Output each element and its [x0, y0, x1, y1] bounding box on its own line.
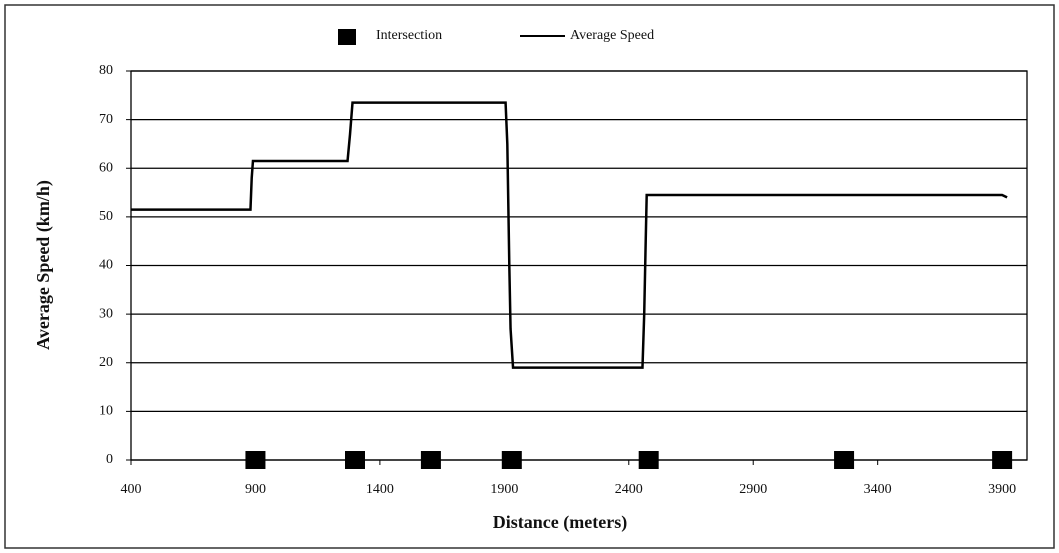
x-axis-title: Distance (meters): [493, 512, 627, 533]
x-tick-label: 400: [121, 482, 142, 497]
x-tick-label: 3400: [864, 482, 892, 497]
legend-swatch: [338, 29, 356, 45]
intersection-marker: [834, 451, 855, 469]
y-tick-label: 20: [99, 355, 113, 370]
y-tick-label: 30: [99, 306, 113, 321]
y-tick-label: 40: [99, 258, 113, 273]
x-tick-label: 3900: [988, 482, 1016, 497]
y-tick-label: 10: [99, 404, 113, 419]
plot-frame: [130, 70, 1028, 461]
intersection-marker: [501, 451, 522, 469]
x-tick-label: 2900: [739, 482, 767, 497]
y-tick-label: 50: [99, 209, 113, 224]
y-axis-title: Average Speed (km/h): [33, 180, 54, 350]
y-tick-label: 70: [99, 112, 113, 127]
y-tick-label: 60: [99, 160, 113, 175]
legend-label: Average Speed: [570, 28, 654, 43]
x-tick-label: 900: [245, 482, 266, 497]
y-tick-label: 80: [99, 63, 113, 78]
x-tick-label: 2400: [615, 482, 643, 497]
intersection-marker: [345, 451, 365, 469]
intersection-marker: [245, 451, 266, 469]
y-tick-label: 0: [106, 452, 113, 467]
intersection-marker: [992, 451, 1013, 469]
frame: [4, 4, 1055, 549]
intersection-marker: [638, 451, 659, 469]
intersection-marker: [420, 451, 441, 469]
x-tick-label: 1900: [490, 482, 518, 497]
x-tick-label: 1400: [366, 482, 394, 497]
speed-line: [131, 101, 1008, 369]
legend-label: Intersection: [376, 28, 442, 43]
